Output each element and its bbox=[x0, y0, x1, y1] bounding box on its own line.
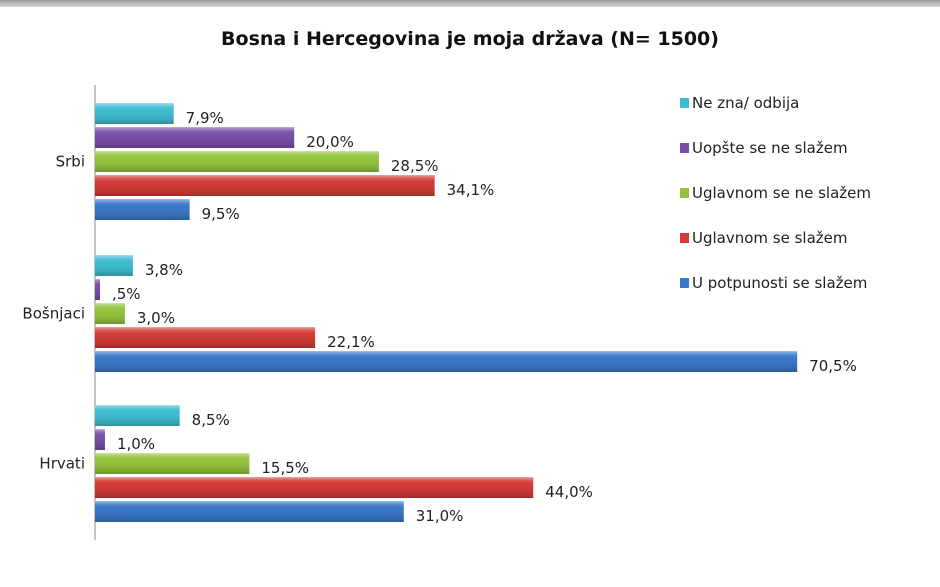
data-label: 3,0% bbox=[137, 309, 175, 327]
bar-shade bbox=[95, 151, 379, 172]
data-label: 20,0% bbox=[306, 133, 354, 151]
legend-swatch bbox=[680, 143, 689, 153]
category-label: Srbi bbox=[56, 153, 85, 171]
bar-shade bbox=[95, 477, 534, 498]
category-label: Bošnjaci bbox=[22, 305, 85, 323]
bar-shade bbox=[95, 279, 100, 300]
data-label: 44,0% bbox=[545, 483, 593, 501]
data-label: 9,5% bbox=[202, 205, 240, 223]
bar-shade bbox=[95, 255, 133, 276]
data-label: 70,5% bbox=[809, 357, 857, 375]
data-label: 1,0% bbox=[117, 435, 155, 453]
bar-shade bbox=[95, 303, 125, 324]
bar-shade bbox=[95, 351, 798, 372]
legend-label: U potpunosti se slažem bbox=[692, 274, 867, 292]
category-label: Hrvati bbox=[39, 455, 85, 473]
legend-swatch bbox=[680, 98, 689, 108]
top-border bbox=[0, 0, 940, 7]
bar-shade bbox=[95, 405, 180, 426]
bar-shade bbox=[95, 199, 190, 220]
bar-shade bbox=[95, 453, 250, 474]
data-label: 7,9% bbox=[186, 109, 224, 127]
legend-label: Uglavnom se slažem bbox=[692, 229, 848, 247]
data-label: 8,5% bbox=[192, 411, 230, 429]
data-label: 15,5% bbox=[261, 459, 309, 477]
data-label: 31,0% bbox=[416, 507, 464, 525]
legend-label: Uopšte se ne slažem bbox=[692, 139, 848, 157]
bar-shade bbox=[95, 429, 105, 450]
legend-label: Uglavnom se ne slažem bbox=[692, 184, 871, 202]
legend-swatch bbox=[680, 233, 689, 243]
chart-title: Bosna i Hercegovina je moja država (N= 1… bbox=[221, 28, 719, 50]
data-label: ,5% bbox=[112, 285, 141, 303]
data-label: 3,8% bbox=[145, 261, 183, 279]
data-label: 28,5% bbox=[391, 157, 439, 175]
legend-swatch bbox=[680, 188, 689, 198]
bar-shade bbox=[95, 103, 174, 124]
bar-shade bbox=[95, 501, 404, 522]
bar-shade bbox=[95, 127, 295, 148]
bar-shade bbox=[95, 175, 435, 196]
legend-label: Ne zna/ odbija bbox=[692, 94, 799, 112]
data-label: 34,1% bbox=[447, 181, 495, 199]
data-label: 22,1% bbox=[327, 333, 375, 351]
legend-swatch bbox=[680, 278, 689, 288]
bar-shade bbox=[95, 327, 316, 348]
